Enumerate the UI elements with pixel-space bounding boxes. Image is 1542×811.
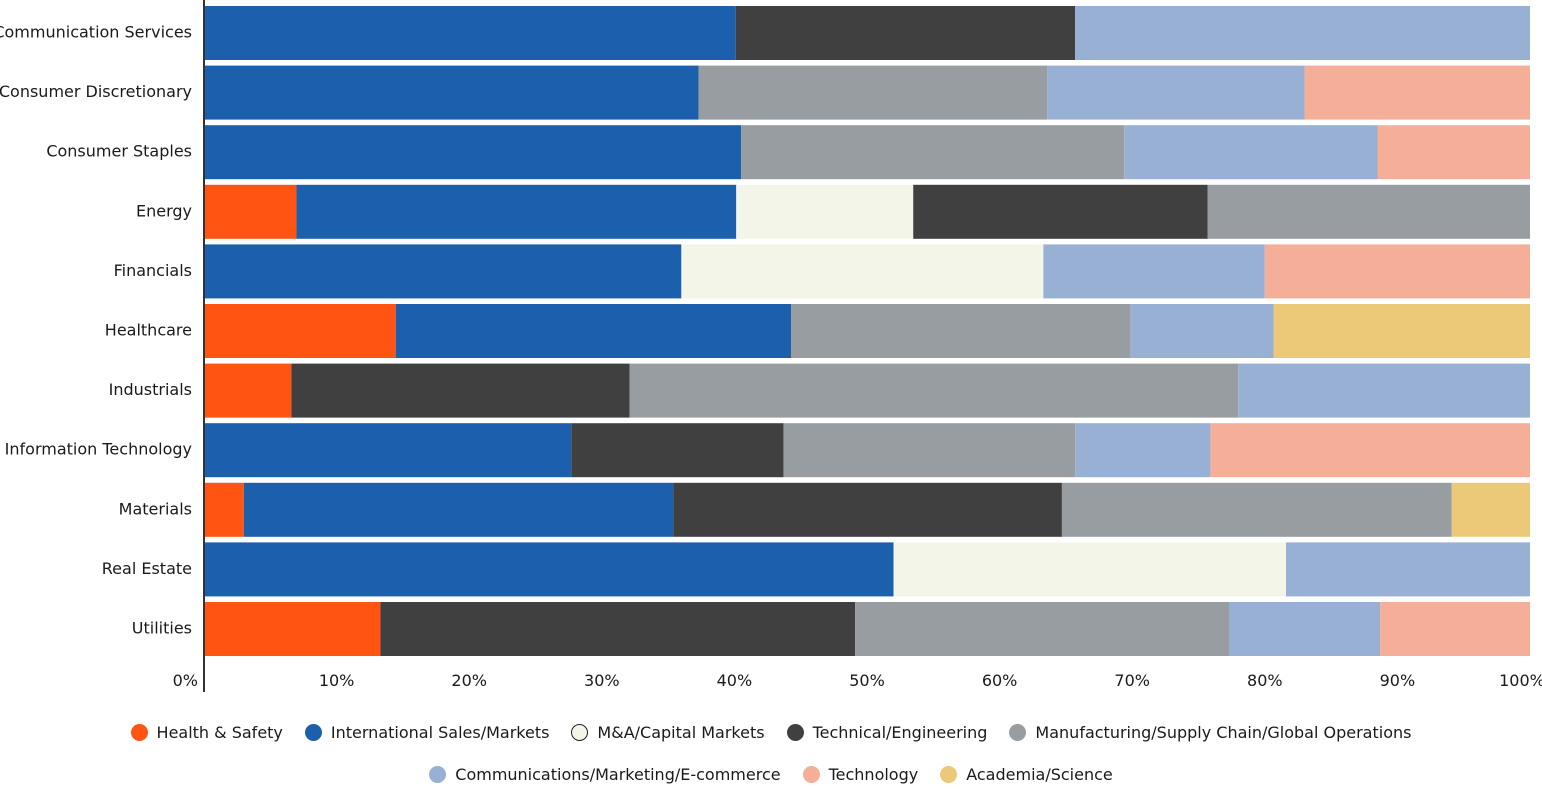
bar-segment-energy-manufacturing-supply-chain-global-operations xyxy=(1207,184,1530,239)
legend-label: Technology xyxy=(828,765,919,784)
bar-segment-materials-technical-engineering xyxy=(673,482,1062,537)
y-tick-label: Communication Services xyxy=(0,23,192,42)
bar-segment-information-technology-international-sales-markets xyxy=(204,423,572,478)
bar-segment-utilities-communications-marketing-e-commerce xyxy=(1229,602,1381,656)
legend-label: Manufacturing/Supply Chain/Global Operat… xyxy=(1035,723,1412,742)
legend-item-academia-science: Academia/Science xyxy=(940,765,1113,784)
legend-label: Academia/Science xyxy=(966,765,1113,784)
bar-segment-energy-technical-engineering xyxy=(913,184,1208,239)
bar-segment-healthcare-manufacturing-supply-chain-global-operations xyxy=(790,304,1131,358)
legend-row-1: Health & Safety International Sales/Marke… xyxy=(0,723,1542,742)
bar-segment-healthcare-international-sales-markets xyxy=(395,304,791,358)
y-tick-label: Materials xyxy=(119,499,192,518)
bar-segment-materials-health-safety xyxy=(204,482,244,537)
bar-segment-communication-services-technical-engineering xyxy=(735,6,1076,60)
bar-segment-consumer-staples-international-sales-markets xyxy=(204,125,742,180)
bars-group xyxy=(204,6,1530,656)
y-tick-label: Healthcare xyxy=(105,321,192,340)
legend-label: Communications/Marketing/E-commerce xyxy=(455,765,781,784)
bar-segment-real-estate-international-sales-markets xyxy=(204,542,894,597)
legend-label: M&A/Capital Markets xyxy=(597,723,765,742)
legend-item-technology: Technology xyxy=(802,765,919,784)
x-tick-label: 0% xyxy=(173,671,198,690)
bar-segment-consumer-discretionary-manufacturing-supply-chain-global-operations xyxy=(698,65,1048,120)
bar-segment-utilities-manufacturing-supply-chain-global-operations xyxy=(855,602,1229,656)
y-tick-label: Financials xyxy=(114,261,192,280)
bar-segment-real-estate-communications-marketing-e-commerce xyxy=(1286,542,1530,597)
bar-segment-information-technology-manufacturing-supply-chain-global-operations xyxy=(783,423,1076,478)
bar-segment-real-estate-m-a-capital-markets xyxy=(893,542,1287,597)
legend-swatch xyxy=(802,766,820,783)
legend-item-manufacturing-supply-chain-global-operations: Manufacturing/Supply Chain/Global Operat… xyxy=(1009,723,1411,742)
bar-segment-financials-communications-marketing-e-commerce xyxy=(1043,244,1265,299)
x-tick-label: 80% xyxy=(1247,671,1283,690)
bar-segment-financials-m-a-capital-markets xyxy=(681,244,1044,299)
bar-segment-industrials-health-safety xyxy=(204,363,292,418)
bar-segment-utilities-health-safety xyxy=(204,602,381,656)
legend-swatch xyxy=(786,724,804,741)
x-tick-label: 100% xyxy=(1499,671,1542,690)
legend-item-communications-marketing-e-commerce: Communications/Marketing/E-commerce xyxy=(429,765,781,784)
bar-segment-materials-manufacturing-supply-chain-global-operations xyxy=(1061,482,1452,537)
bar-segment-utilities-technical-engineering xyxy=(380,602,856,656)
legend-swatch xyxy=(429,766,447,783)
y-tick-label: Real Estate xyxy=(102,559,192,578)
legend-item-international-sales-markets: International Sales/Markets xyxy=(304,723,550,742)
bar-segment-consumer-staples-communications-marketing-e-commerce xyxy=(1124,125,1378,180)
bar-segment-information-technology-communications-marketing-e-commerce xyxy=(1075,423,1211,478)
x-tick-label: 60% xyxy=(982,671,1018,690)
bar-segment-communication-services-communications-marketing-e-commerce xyxy=(1075,6,1530,60)
bar-segment-utilities-technology xyxy=(1380,602,1530,656)
x-tick-label: 10% xyxy=(319,671,355,690)
x-tick-label: 70% xyxy=(1114,671,1150,690)
y-tick-label: Consumer Staples xyxy=(46,142,192,161)
bar-segment-consumer-discretionary-international-sales-markets xyxy=(204,65,699,120)
bar-segment-information-technology-technology xyxy=(1210,423,1530,478)
bar-segment-industrials-technical-engineering xyxy=(291,363,630,418)
y-axis-labels: Communication Services Consumer Discretio… xyxy=(0,23,192,638)
x-tick-label: 30% xyxy=(584,671,620,690)
stacked-bar-chart: Communication Services Consumer Discretio… xyxy=(0,0,1542,692)
bar-segment-financials-international-sales-markets xyxy=(204,244,682,299)
y-tick-label: Information Technology xyxy=(5,440,192,459)
legend-item-technical-engineering: Technical/Engineering xyxy=(786,723,988,742)
legend-swatch xyxy=(940,766,958,783)
legend-swatch xyxy=(1009,724,1027,741)
bar-segment-consumer-staples-manufacturing-supply-chain-global-operations xyxy=(741,125,1125,180)
bar-segment-energy-international-sales-markets xyxy=(296,184,737,239)
bar-segment-energy-health-safety xyxy=(204,184,297,239)
bar-segment-industrials-communications-marketing-e-commerce xyxy=(1238,363,1530,418)
legend-label: Health & Safety xyxy=(156,723,283,742)
legend-label: Technical/Engineering xyxy=(812,723,988,742)
legend-label: International Sales/Markets xyxy=(330,723,550,742)
legend-swatch xyxy=(571,724,589,741)
bar-segment-financials-technology xyxy=(1264,244,1530,299)
legend-swatch xyxy=(130,724,148,741)
bar-segment-information-technology-technical-engineering xyxy=(571,423,784,478)
bar-segment-materials-academia-science xyxy=(1451,482,1530,537)
y-tick-label: Energy xyxy=(136,201,192,220)
x-tick-label: 40% xyxy=(717,671,753,690)
x-tick-label: 50% xyxy=(849,671,885,690)
bar-segment-communication-services-international-sales-markets xyxy=(204,6,736,60)
legend-row-2: Communications/Marketing/E-commerce Techn… xyxy=(0,765,1542,784)
bar-segment-industrials-manufacturing-supply-chain-global-operations xyxy=(629,363,1239,418)
y-tick-label: Utilities xyxy=(132,619,192,638)
bar-segment-consumer-discretionary-communications-marketing-e-commerce xyxy=(1047,65,1305,120)
bar-segment-materials-international-sales-markets xyxy=(243,482,674,537)
bar-segment-consumer-discretionary-technology xyxy=(1304,65,1530,120)
x-tick-label: 90% xyxy=(1380,671,1416,690)
y-tick-label: Industrials xyxy=(109,380,192,399)
bar-segment-energy-m-a-capital-markets xyxy=(736,184,914,239)
bar-segment-healthcare-health-safety xyxy=(204,304,396,358)
bar-segment-healthcare-academia-science xyxy=(1273,304,1530,358)
x-tick-label: 20% xyxy=(451,671,487,690)
legend-item-health-safety: Health & Safety xyxy=(130,723,283,742)
bar-segment-consumer-staples-technology xyxy=(1377,125,1530,180)
x-axis-labels: 0% 10% 20% 30% 40% 50% 60% 70% 80% 90% 100% xyxy=(173,671,1542,690)
legend-swatch xyxy=(304,724,322,741)
y-tick-label: Consumer Discretionary xyxy=(0,82,192,101)
bar-segment-healthcare-communications-marketing-e-commerce xyxy=(1130,304,1274,358)
legend-item-m-a-capital-markets: M&A/Capital Markets xyxy=(571,723,765,742)
